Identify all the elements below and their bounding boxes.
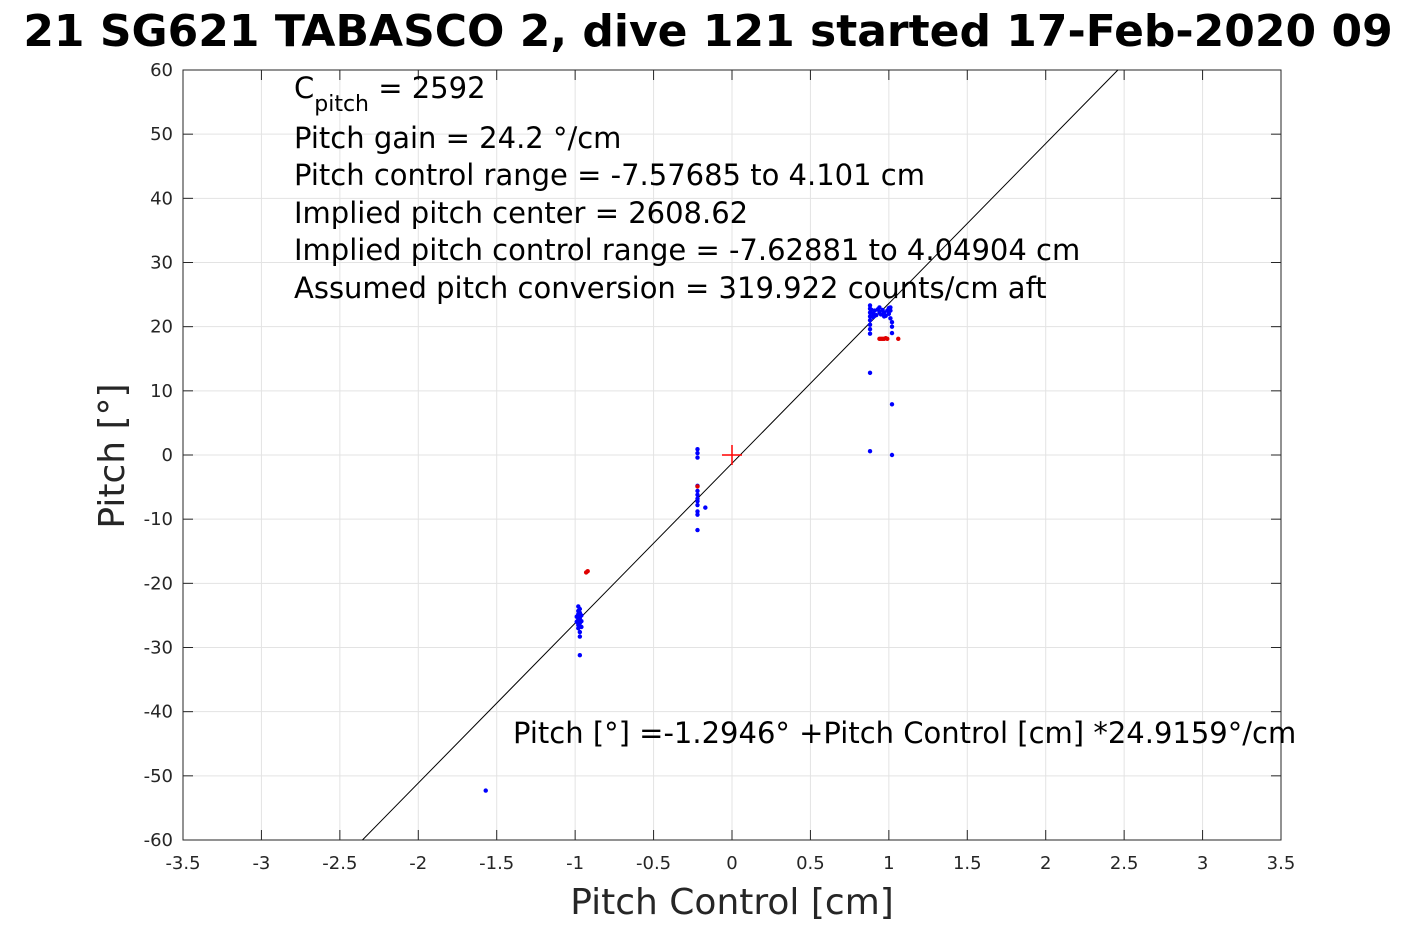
data-point (889, 330, 895, 336)
x-tick-label: 2 (1040, 853, 1051, 874)
data-point (888, 316, 893, 321)
x-tick-label: 3 (1197, 853, 1208, 874)
y-tick-label: 20 (150, 317, 173, 338)
data-point (896, 336, 901, 342)
y-tick-label: 60 (150, 60, 173, 81)
data-point (695, 484, 700, 489)
x-axis-label: Pitch Control [cm] (570, 882, 894, 923)
data-point (885, 336, 890, 342)
x-tick-label: -3.5 (165, 853, 200, 874)
y-tick-label: -10 (144, 509, 173, 530)
data-point (703, 505, 708, 510)
data-point (695, 496, 700, 501)
data-point (870, 314, 876, 320)
data-point (867, 303, 873, 308)
x-tick-label: 0.5 (796, 853, 825, 874)
data-point (888, 305, 893, 310)
y-tick-label: -30 (144, 638, 173, 659)
x-tick-label: 1.5 (953, 853, 982, 874)
data-point (695, 488, 700, 494)
annotation-fit-equation: Pitch [°] =-1.2946° +Pitch Control [cm] … (513, 716, 1296, 750)
data-point (867, 370, 873, 376)
annotation-implied-pitch-center: Implied pitch center = 2608.62 (294, 196, 748, 230)
center-marker (722, 445, 742, 465)
data-point (695, 527, 700, 533)
data-point (877, 305, 882, 310)
data-point (695, 447, 700, 452)
data-point (483, 788, 488, 793)
x-tick-label: -0.5 (636, 853, 671, 874)
annotation-c-pitch: Cpitch = 2592 (294, 71, 486, 117)
y-tick-label: 0 (162, 445, 173, 466)
data-point (889, 402, 895, 407)
data-point (695, 512, 700, 517)
data-point (881, 314, 887, 319)
data-point (889, 324, 895, 329)
x-tick-label: -2 (409, 853, 427, 874)
x-tick-label: 1 (883, 853, 894, 874)
x-tick-label: -3 (252, 853, 270, 874)
data-point (585, 568, 590, 574)
x-tick-label: 3.5 (1267, 853, 1296, 874)
data-point (888, 308, 893, 313)
annotation-pitch-gain: Pitch gain = 24.2 °/cm (294, 121, 621, 155)
y-axis-label: Pitch [°] (92, 383, 133, 528)
y-tick-label: 40 (150, 188, 173, 209)
annotation-c-pitch-main: C (294, 71, 314, 105)
y-tick-labels: -60 -50 -40 -30 -20 -10 0 10 20 30 40 50 60 (144, 60, 173, 851)
data-point (869, 307, 874, 313)
data-point (577, 653, 583, 658)
data-points (483, 303, 901, 793)
data-point (867, 327, 873, 332)
y-tick-label: -50 (144, 766, 173, 787)
data-point (577, 629, 583, 635)
y-tick-label: 50 (150, 124, 173, 145)
data-point (695, 509, 700, 514)
x-tick-label: -2.5 (322, 853, 357, 874)
data-point (867, 448, 873, 454)
annotation-implied-pitch-control-range: Implied pitch control range = -7.62881 t… (294, 233, 1080, 267)
data-point (695, 450, 700, 456)
y-tick-label: -40 (144, 702, 173, 723)
data-point (577, 634, 583, 639)
x-tick-labels: -3.5 -3 -2.5 -2 -1.5 -1 -0.5 0 0.5 1 1.5 2 2.5 3 3.5 (165, 853, 1295, 874)
chart-title: 21 SG621 TABASCO 2, dive 121 started 17-… (23, 6, 1392, 57)
data-point (867, 331, 873, 336)
y-tick-label: 10 (150, 381, 173, 402)
y-tick-label: -60 (144, 830, 173, 851)
x-tick-label: -1.5 (479, 853, 514, 874)
data-point (867, 322, 873, 327)
data-point (695, 502, 700, 508)
annotation-c-pitch-value: = 2592 (369, 71, 486, 105)
y-tick-label: -20 (144, 573, 173, 594)
grid (182, 69, 1282, 841)
data-point (695, 492, 700, 497)
data-point (889, 319, 895, 325)
annotation-assumed-pitch-conversion: Assumed pitch conversion = 319.922 count… (294, 271, 1047, 305)
data-point (576, 604, 581, 609)
y-tick-label: 30 (150, 253, 173, 274)
x-tick-label: -1 (566, 853, 584, 874)
data-point (867, 318, 873, 323)
annotation-pitch-control-range: Pitch control range = -7.57685 to 4.101 … (294, 158, 925, 192)
data-point (889, 452, 895, 458)
axis-ticks (182, 69, 1282, 841)
annotation-c-pitch-subscript: pitch (314, 92, 369, 117)
x-tick-label: 2.5 (1110, 853, 1139, 874)
x-tick-label: 0 (726, 853, 737, 874)
data-point (695, 455, 700, 460)
